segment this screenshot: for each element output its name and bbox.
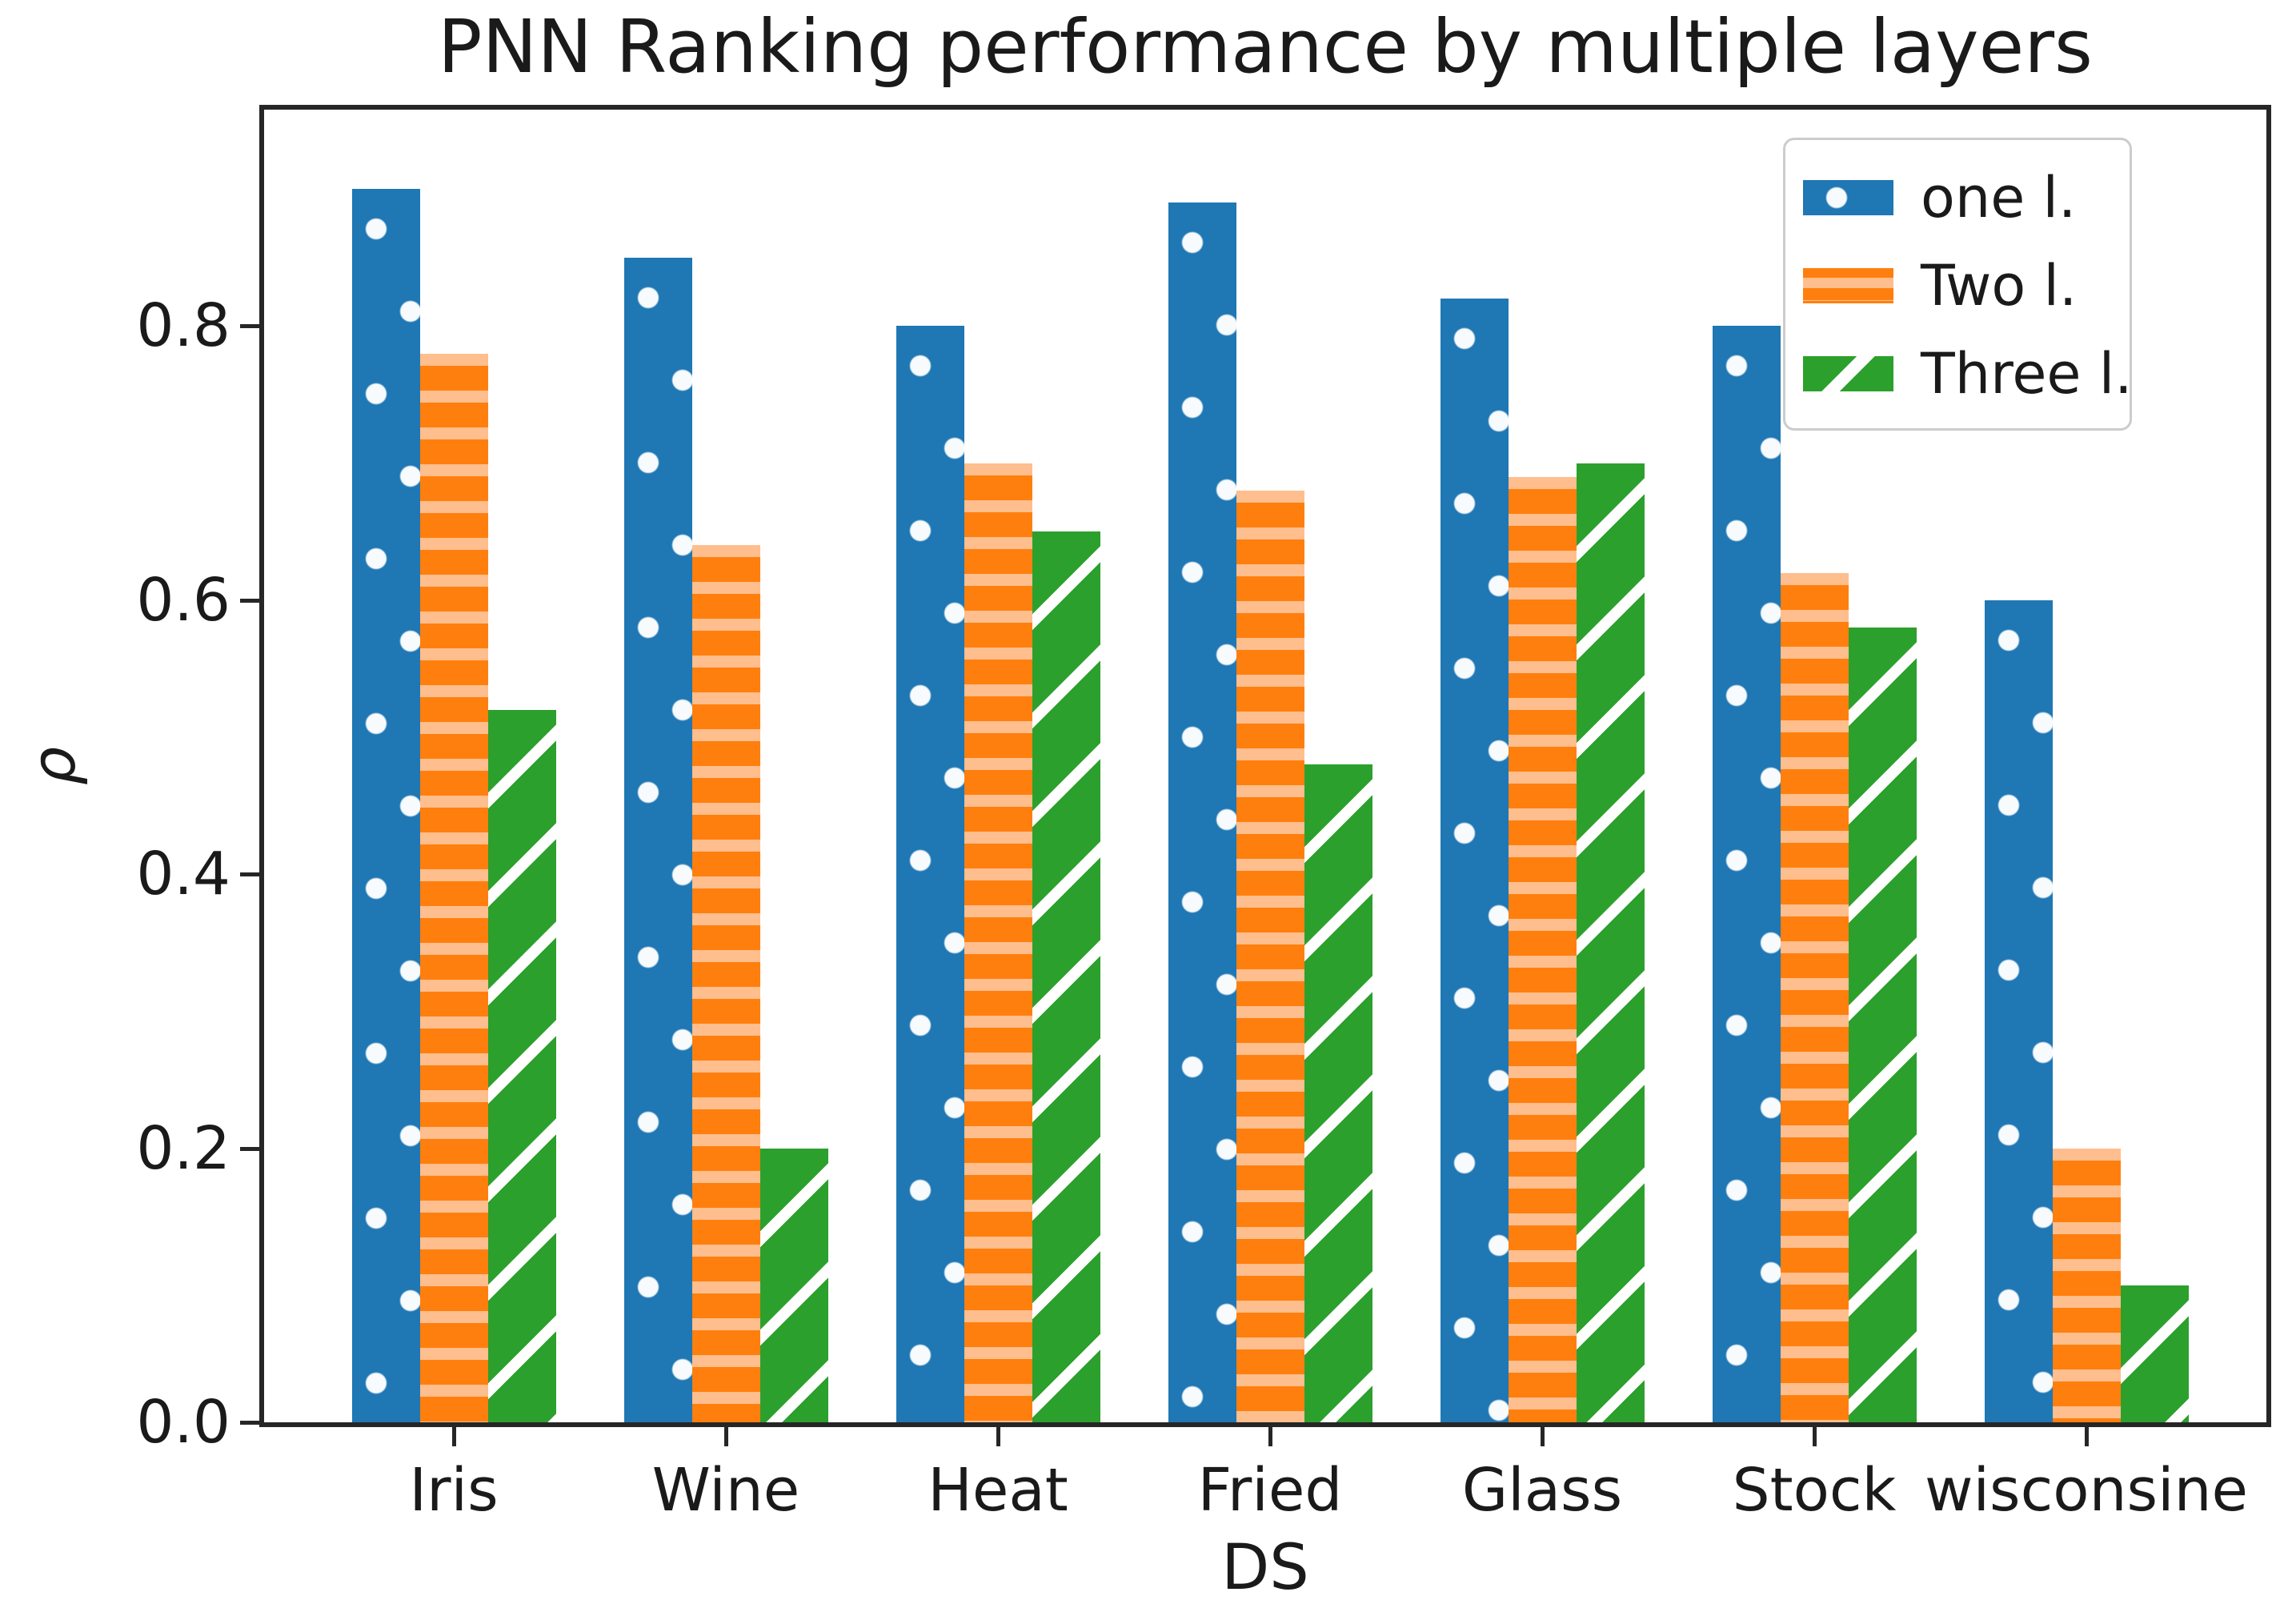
- y-tick-mark: [240, 598, 259, 603]
- bar-diag: [1576, 463, 1645, 1422]
- bar-hlines: [1780, 573, 1849, 1422]
- legend-swatch-dots: [1803, 180, 1893, 215]
- bar-hlines: [1508, 477, 1577, 1422]
- bar-diag: [1848, 628, 1917, 1422]
- y-tick-mark: [240, 1421, 259, 1425]
- bar-hlines: [1236, 491, 1304, 1422]
- x-tick-label: Heat: [928, 1456, 1068, 1525]
- x-tick-mark: [996, 1427, 1000, 1446]
- legend-entry: Two l.: [1803, 252, 2077, 319]
- x-tick-mark: [452, 1427, 456, 1446]
- y-axis-label: ρ: [17, 746, 89, 786]
- x-tick-label: Stock: [1732, 1456, 1897, 1525]
- x-tick-mark: [1268, 1427, 1272, 1446]
- x-tick-label: Fried: [1197, 1456, 1343, 1525]
- y-tick-label: 0.4: [136, 840, 230, 909]
- y-tick-label: 0.2: [136, 1113, 230, 1183]
- y-tick-label: 0.8: [136, 291, 230, 361]
- bar-diag: [2120, 1285, 2189, 1422]
- y-tick-label: 0.0: [136, 1388, 230, 1457]
- bar-hlines: [419, 354, 488, 1422]
- bar-dots: [896, 326, 964, 1422]
- legend-label: Three l.: [1921, 341, 2133, 407]
- x-tick-label: Wine: [651, 1456, 800, 1525]
- legend-entry: Three l.: [1803, 340, 2132, 407]
- y-tick-mark: [240, 872, 259, 877]
- bar-hlines: [964, 463, 1032, 1422]
- x-tick-label: wisconsine: [1924, 1456, 2249, 1525]
- bar-dots: [1712, 326, 1781, 1422]
- bar-dots: [623, 258, 692, 1422]
- bar-hlines: [691, 545, 760, 1422]
- bar-hlines: [2052, 1149, 2121, 1422]
- legend: one l. Two l. Three l.: [1783, 138, 2132, 431]
- legend-entry: one l.: [1803, 164, 2076, 231]
- y-tick-mark: [240, 324, 259, 329]
- y-tick-label: 0.6: [136, 565, 230, 635]
- bar-dots: [1984, 600, 2053, 1422]
- bar-diag: [1304, 764, 1372, 1422]
- x-tick-mark: [1813, 1427, 1817, 1446]
- bar-dots: [1168, 203, 1236, 1422]
- legend-label: Two l.: [1921, 253, 2078, 319]
- x-tick-label: Iris: [409, 1456, 499, 1525]
- x-axis-label: DS: [1221, 1532, 1309, 1604]
- legend-swatch-diag: [1803, 356, 1893, 391]
- bar-diag: [487, 710, 556, 1422]
- bar-dots: [351, 189, 420, 1422]
- x-tick-mark: [724, 1427, 728, 1446]
- x-tick-mark: [2085, 1427, 2089, 1446]
- bar-dots: [1440, 299, 1509, 1422]
- y-tick-mark: [240, 1146, 259, 1151]
- legend-swatch-hlines: [1803, 268, 1893, 303]
- x-tick-mark: [1541, 1427, 1545, 1446]
- bar-diag: [759, 1149, 828, 1422]
- legend-label: one l.: [1921, 165, 2077, 231]
- chart-title: PNN Ranking performance by multiple laye…: [438, 4, 2093, 90]
- bar-diag: [1032, 531, 1100, 1422]
- x-tick-label: Glass: [1461, 1456, 1623, 1525]
